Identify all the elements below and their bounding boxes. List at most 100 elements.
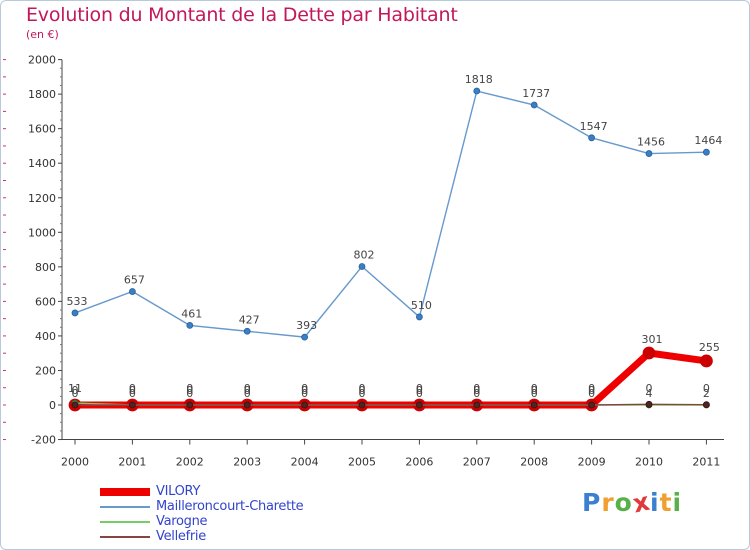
legend-swatch-varogne bbox=[100, 520, 150, 523]
data-label-varogne: 0 bbox=[646, 382, 653, 395]
data-label-varogne: 0 bbox=[359, 382, 366, 395]
data-label-vilory: 0 bbox=[531, 384, 538, 397]
legend-label: Vellefrie bbox=[156, 529, 206, 544]
x-tick-label: 2000 bbox=[61, 456, 89, 469]
data-label-varogne: 0 bbox=[186, 382, 193, 395]
logo-letter: i bbox=[650, 488, 660, 517]
logo-letter: r bbox=[601, 488, 615, 517]
data-point-mailleroncourt-charette bbox=[71, 309, 79, 317]
data-point-vellefrie bbox=[243, 401, 251, 409]
data-label-mailleroncourt-charette: 657 bbox=[124, 274, 145, 287]
data-point-vellefrie bbox=[645, 400, 653, 408]
data-label-mailleroncourt-charette: 461 bbox=[181, 307, 202, 320]
data-label-vellefrie: 4 bbox=[646, 387, 653, 400]
data-label-varogne: 0 bbox=[129, 382, 136, 395]
data-label-varogne: 11 bbox=[68, 382, 82, 395]
data-point-mailleroncourt-charette bbox=[128, 288, 136, 295]
data-label-vilory: 0 bbox=[186, 384, 193, 397]
data-label-vilory: 0 bbox=[359, 384, 366, 397]
legend-swatch-mailleroncourt-charette bbox=[100, 505, 150, 508]
legend: VILORY Mailleroncourt-Charette Varogne V… bbox=[100, 484, 304, 544]
data-label-vilory: 0 bbox=[416, 384, 423, 397]
y-tick-label: 800 bbox=[35, 261, 56, 274]
data-point-vellefrie bbox=[530, 401, 538, 409]
x-tick-label: 2011 bbox=[692, 456, 720, 469]
legend-item-varogne[interactable]: Varogne bbox=[100, 514, 303, 529]
data-point-mailleroncourt-charette bbox=[186, 321, 194, 329]
x-tick-label: 2003 bbox=[233, 456, 261, 469]
data-point-mailleroncourt-charette bbox=[415, 313, 423, 321]
data-point-vilory bbox=[642, 346, 656, 360]
logo-letter: P bbox=[582, 488, 602, 517]
chart-subtitle: (en €) bbox=[26, 28, 59, 41]
y-tick-label: 1600 bbox=[28, 123, 56, 136]
data-label-vilory: 0 bbox=[244, 384, 251, 397]
data-label-varogne: 0 bbox=[416, 382, 423, 395]
data-label-vellefrie: 0 bbox=[531, 387, 538, 400]
data-point-mailleroncourt-charette bbox=[703, 148, 710, 156]
y-tick-label: 1000 bbox=[28, 226, 56, 239]
data-label-vilory: 0 bbox=[473, 384, 480, 397]
data-point-vellefrie bbox=[128, 401, 136, 409]
data-point-vellefrie bbox=[71, 401, 79, 409]
data-point-vellefrie bbox=[473, 401, 481, 409]
chart-title: Evolution du Montant de la Dette par Hab… bbox=[26, 4, 458, 26]
data-label-mailleroncourt-charette: 1547 bbox=[580, 120, 608, 133]
data-label-mailleroncourt-charette: 533 bbox=[67, 295, 88, 308]
data-point-vellefrie bbox=[186, 401, 194, 409]
series-line-vilory bbox=[71, 349, 710, 409]
logo-letter: i bbox=[672, 488, 683, 517]
data-label-varogne: 0 bbox=[703, 382, 710, 395]
data-point-mailleroncourt-charette bbox=[645, 150, 653, 157]
legend-label: VILORY bbox=[156, 484, 201, 499]
data-label-vilory: 0 bbox=[129, 384, 136, 397]
data-point-vellefrie bbox=[415, 401, 423, 409]
proxiti-logo: Proxiti bbox=[582, 487, 683, 519]
logo-letter: o bbox=[614, 488, 633, 517]
x-tick-label: 2005 bbox=[348, 456, 376, 469]
legend-label: Mailleroncourt-Charette bbox=[156, 499, 304, 514]
data-point-mailleroncourt-charette bbox=[473, 87, 481, 95]
data-label-mailleroncourt-charette: 510 bbox=[411, 299, 432, 312]
legend-swatch-vellefrie bbox=[100, 535, 150, 538]
data-label-mailleroncourt-charette: 1456 bbox=[637, 136, 665, 149]
data-point-vellefrie bbox=[301, 401, 309, 409]
data-label-vilory: 255 bbox=[699, 341, 720, 354]
legend-item-mailleroncourt-charette[interactable]: Mailleroncourt-Charette bbox=[100, 499, 304, 514]
data-point-mailleroncourt-charette bbox=[301, 333, 309, 341]
data-label-mailleroncourt-charette: 1737 bbox=[522, 87, 550, 100]
y-tick-label: 1200 bbox=[28, 192, 56, 205]
data-label-varogne: 0 bbox=[301, 382, 308, 395]
data-point-mailleroncourt-charette bbox=[243, 327, 251, 335]
y-tick-label: 0 bbox=[49, 399, 56, 412]
data-label-mailleroncourt-charette: 1818 bbox=[465, 73, 493, 86]
data-label-vellefrie: 0 bbox=[416, 387, 423, 400]
x-tick-label: 2004 bbox=[291, 456, 319, 469]
logo-letter: t bbox=[659, 488, 673, 517]
data-label-vellefrie: 2 bbox=[703, 387, 710, 400]
series-line-vellefrie bbox=[74, 403, 708, 406]
data-label-varogne: 0 bbox=[588, 382, 595, 395]
data-label-vellefrie: 0 bbox=[359, 387, 366, 400]
data-label-mailleroncourt-charette: 427 bbox=[239, 313, 260, 326]
data-label-vellefrie: 0 bbox=[72, 387, 79, 400]
data-label-vilory: 0 bbox=[301, 384, 308, 397]
x-tick-label: 2007 bbox=[463, 456, 491, 469]
data-label-varogne: 0 bbox=[473, 382, 480, 395]
legend-item-vellefrie[interactable]: Vellefrie bbox=[100, 529, 303, 544]
y-tick-label: 600 bbox=[35, 295, 56, 308]
data-label-vellefrie: 0 bbox=[301, 387, 308, 400]
data-label-mailleroncourt-charette: 393 bbox=[296, 319, 317, 332]
x-tick-label: 2008 bbox=[520, 456, 548, 469]
y-tick-label: 400 bbox=[35, 330, 56, 343]
data-point-mailleroncourt-charette bbox=[530, 101, 538, 109]
data-label-vellefrie: 0 bbox=[129, 387, 136, 400]
data-point-vilory bbox=[700, 354, 713, 368]
data-label-vellefrie: 0 bbox=[588, 387, 595, 400]
x-tick-label: 2009 bbox=[578, 456, 606, 469]
y-tick-label: 200 bbox=[35, 364, 56, 377]
data-label-vellefrie: 0 bbox=[473, 387, 480, 400]
legend-item-vilory[interactable]: VILORY bbox=[100, 484, 303, 499]
data-point-mailleroncourt-charette bbox=[588, 134, 595, 142]
